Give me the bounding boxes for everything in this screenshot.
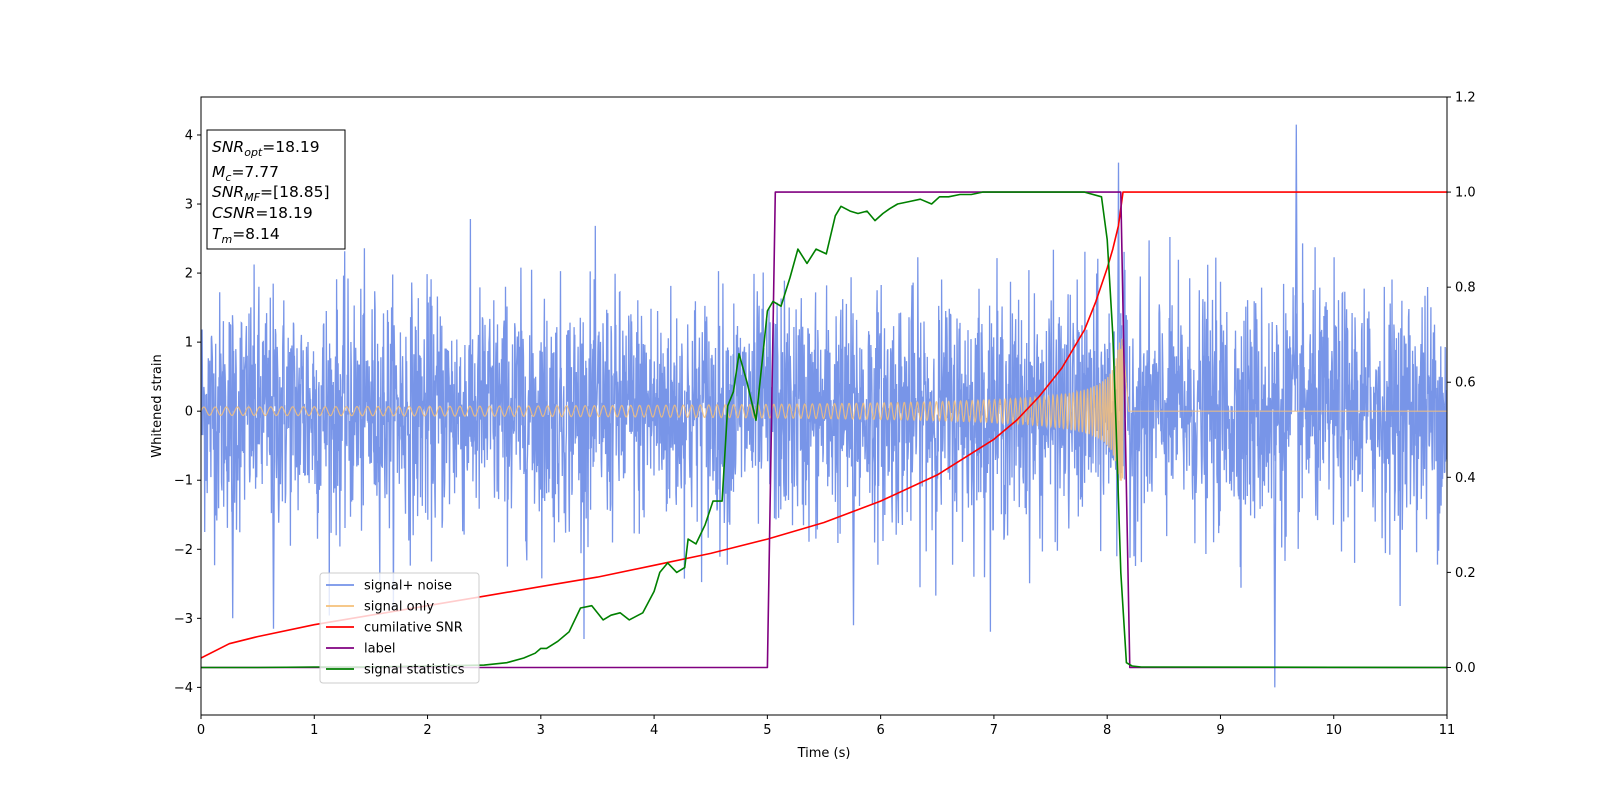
annotation-subscript: opt (244, 146, 263, 159)
x-tick-label: 8 (1103, 723, 1111, 738)
y-left-tick-label: −3 (174, 612, 193, 627)
legend-label: signal statistics (364, 663, 465, 678)
annotation-symbol: SNR (212, 183, 244, 201)
annotation-value: =[18.85] (260, 183, 329, 201)
series-layer (201, 124, 1447, 688)
y-left-tick-label: 0 (185, 405, 193, 420)
legend-frame (319, 572, 480, 684)
annotation-box: SNRopt=18.19Mc=7.77SNRMF=[18.85]CSNR=18.… (206, 129, 346, 250)
series-signal-noise (201, 124, 1447, 688)
annotation-line: Mc=7.77 (212, 163, 279, 184)
annotation-line: Tm=8.14 (212, 225, 280, 246)
annotation-subscript: MF (244, 191, 260, 204)
y-left-tick-label: 1 (185, 336, 193, 351)
plot-frame (200, 96, 1448, 716)
y-right-tick-label: 0.6 (1455, 376, 1476, 391)
x-tick-label: 3 (537, 723, 545, 738)
y-right-tick-label: 1.2 (1455, 91, 1476, 106)
x-tick-label: 1 (310, 723, 318, 738)
y-axis-left: −4 −3 −2 −1 0 1 2 3 4 (174, 128, 201, 696)
y-right-tick-label: 0.4 (1455, 471, 1476, 486)
x-tick-label: 11 (1439, 723, 1456, 738)
y-left-tick-label: 2 (185, 267, 193, 282)
x-tick-label: 2 (423, 723, 431, 738)
legend: signal+ noise signal only cumilative SNR la… (319, 572, 480, 684)
y-right-tick-label: 0.0 (1455, 661, 1476, 676)
y-left-tick-label: 3 (185, 198, 193, 213)
annotation-line: SNRMF=[18.85] (212, 183, 330, 204)
annotation-line: CSNR=18.19 (212, 204, 313, 222)
legend-label: cumilative SNR (364, 621, 463, 636)
annotation-value: =18.19 (262, 138, 319, 156)
legend-label: signal only (364, 600, 434, 615)
annotation-subscript: m (221, 233, 232, 246)
annotation-value: =7.77 (231, 163, 279, 181)
y-right-tick-label: 0.2 (1455, 566, 1476, 581)
y-left-tick-label: −2 (174, 543, 193, 558)
x-tick-label: 10 (1325, 723, 1342, 738)
annotation-symbol: CSNR (212, 204, 255, 222)
y-left-tick-label: −4 (174, 681, 193, 696)
x-tick-label: 5 (763, 723, 771, 738)
y-left-tick-label: 4 (185, 128, 193, 143)
x-axis: 0 1 2 3 4 5 6 7 8 9 10 11 (197, 715, 1455, 738)
x-tick-label: 6 (876, 723, 884, 738)
series-signal-statistics (201, 191, 1447, 669)
legend-label: signal+ noise (364, 579, 452, 594)
series-signal-only (201, 338, 1447, 481)
annotation-symbol: SNR (212, 138, 244, 156)
x-tick-label: 0 (197, 723, 205, 738)
y-left-tick-label: −1 (174, 474, 193, 489)
x-tick-label: 9 (1216, 723, 1224, 738)
x-tick-label: 4 (650, 723, 658, 738)
y-axis-label: Whitened strain (150, 354, 165, 457)
annotation-line: SNRopt=18.19 (212, 138, 320, 159)
annotation-symbol: M (212, 163, 225, 181)
annotation-value: =8.14 (232, 225, 280, 243)
y-right-tick-label: 1.0 (1455, 186, 1476, 201)
x-axis-label: Time (s) (797, 746, 851, 761)
annotation-symbol: T (212, 225, 223, 243)
x-tick-label: 7 (990, 723, 998, 738)
annotation-subscript: c (225, 171, 231, 184)
y-right-tick-label: 0.8 (1455, 281, 1476, 296)
y-axis-right: 0.0 0.2 0.4 0.6 0.8 1.0 1.2 (1447, 91, 1476, 676)
legend-label: label (364, 642, 395, 657)
annotation-frame (206, 129, 346, 250)
annotation-value: =18.19 (255, 204, 312, 222)
